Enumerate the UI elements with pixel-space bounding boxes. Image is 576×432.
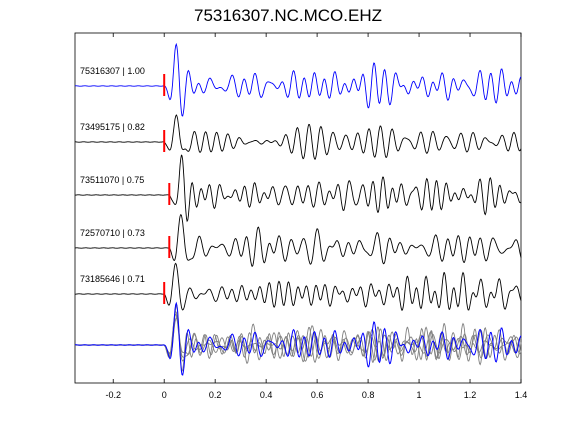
x-tick-label: 1 — [417, 390, 422, 400]
x-tick-label: 0.4 — [260, 390, 273, 400]
x-tick-label: 0.2 — [209, 390, 222, 400]
x-tick-label: 0.6 — [311, 390, 324, 400]
trace-line — [75, 213, 522, 268]
trace-line — [75, 114, 522, 160]
x-tick-label: 1.4 — [515, 390, 528, 400]
trace-line — [74, 154, 522, 223]
x-tick-label: 0.8 — [362, 390, 375, 400]
x-tick-label: 0 — [162, 390, 167, 400]
chart-title: 75316307.NC.MCO.EHZ — [193, 6, 383, 25]
overlay-reference-trace — [75, 301, 522, 376]
x-tick-label: -0.2 — [105, 390, 121, 400]
trace-label: 73495175 | 0.82 — [80, 122, 145, 132]
plot-frame — [74, 32, 522, 384]
x-tick-label: 1.2 — [464, 390, 477, 400]
trace-label: 75316307 | 1.00 — [80, 66, 145, 76]
trace-line — [75, 42, 522, 117]
x-axis: -0.2 0 0.2 0.4 0.6 0.8 1 1.2 1.4 — [105, 33, 527, 400]
trace-label: 73185646 | 0.71 — [80, 274, 145, 284]
overlay-group — [74, 301, 522, 376]
trace-line — [75, 262, 522, 311]
trace-label: 72570710 | 0.73 — [80, 228, 145, 238]
trace-group: 75316307 | 1.00 73495175 | 0.82 73511070 |… — [74, 42, 522, 311]
trace-label: 73511070 | 0.75 — [80, 175, 144, 185]
